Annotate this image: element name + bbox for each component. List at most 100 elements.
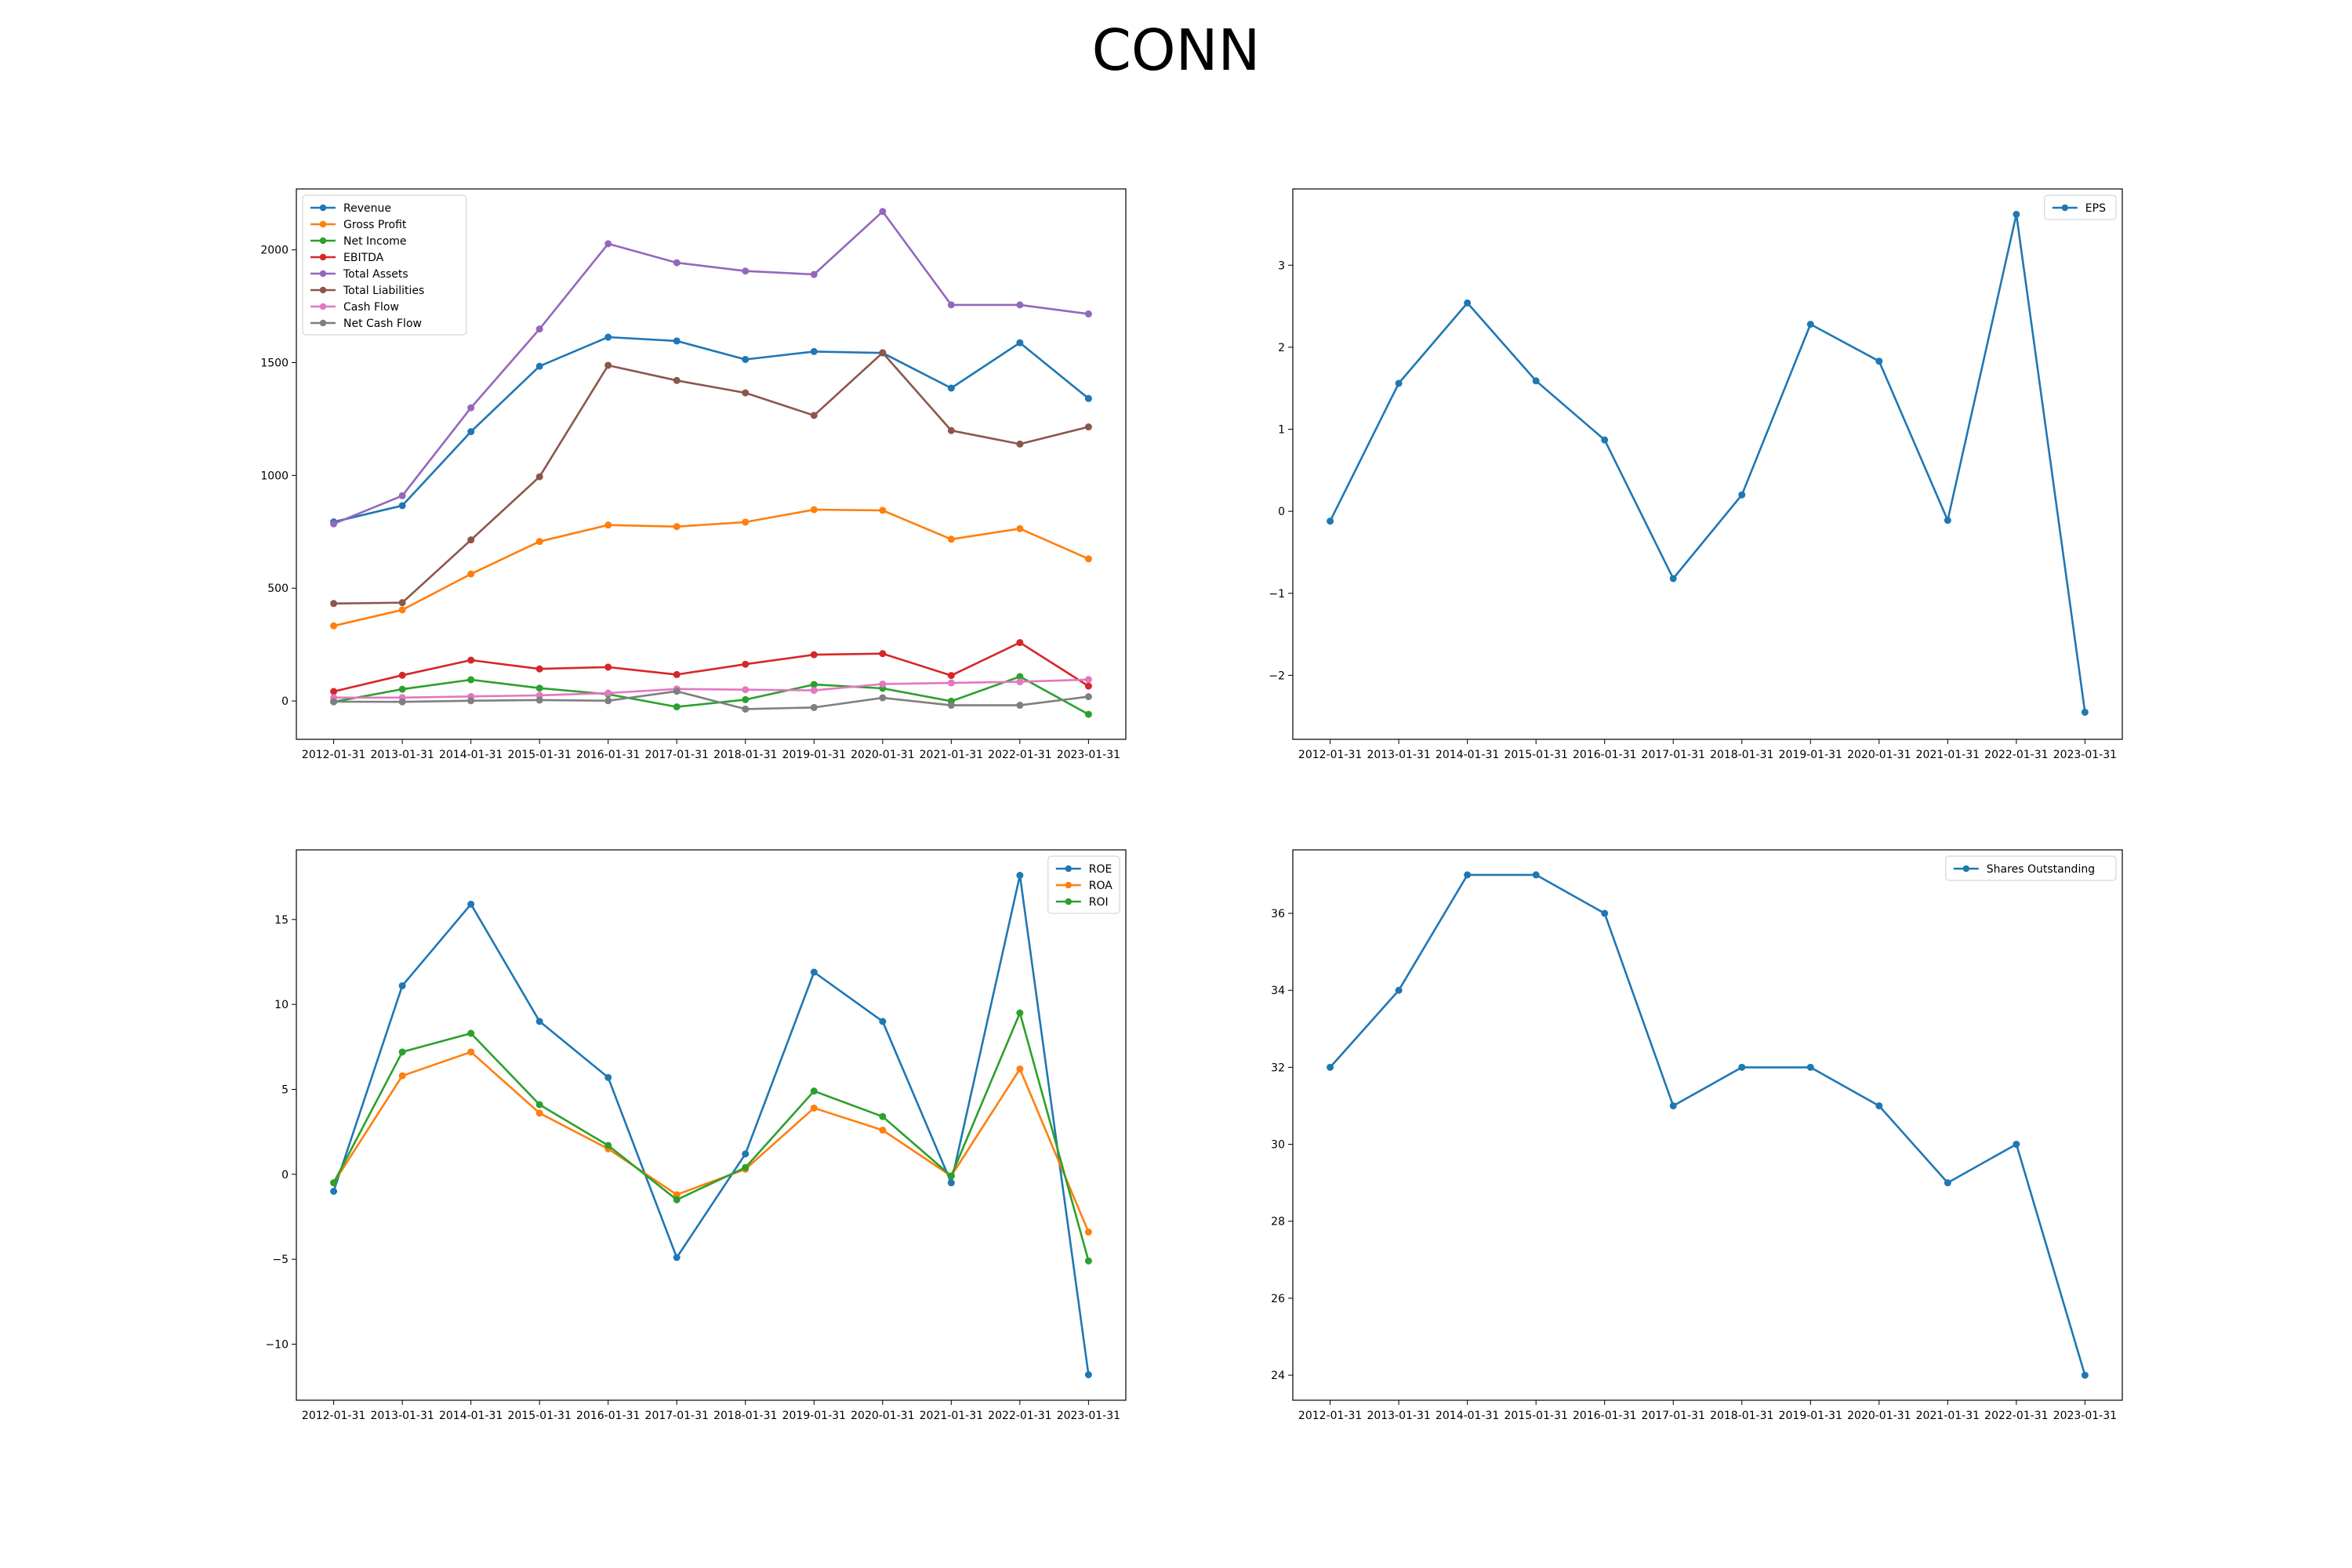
x-tick-label: 2018-01-31 xyxy=(713,1410,777,1422)
y-tick-label: −1 xyxy=(1269,588,1285,601)
roa-point xyxy=(879,1127,887,1134)
legend-label-total-liabilities: Total Liabilities xyxy=(343,285,424,297)
net-cash-flow-point xyxy=(535,696,543,704)
legend-box xyxy=(1945,855,2117,881)
revenue-point xyxy=(398,502,406,510)
eps-point xyxy=(1464,299,1472,307)
gross-profit-point xyxy=(810,506,818,514)
x-tick-label: 2022-01-31 xyxy=(988,749,1051,761)
x-tick-label: 2015-01-31 xyxy=(1504,1410,1567,1422)
total-liabilities-point xyxy=(1084,423,1092,431)
cash-flow-point xyxy=(810,687,818,695)
ebitda-point xyxy=(1016,639,1024,647)
roe-line xyxy=(332,874,1090,1375)
legend-label-total-assets: Total Assets xyxy=(343,268,408,281)
roa-point xyxy=(673,1191,681,1199)
y-tick-label: −5 xyxy=(272,1254,289,1266)
legend-marker-net-income xyxy=(319,237,327,245)
x-tick-label: 2020-01-31 xyxy=(851,749,914,761)
eps-line xyxy=(1329,213,2086,713)
y-tick-label: 1500 xyxy=(260,358,289,370)
x-tick-label: 2019-01-31 xyxy=(1779,749,1842,761)
shares-outstanding-point xyxy=(1875,1102,1883,1109)
cash-flow-point xyxy=(947,679,955,687)
roi-point xyxy=(810,1087,818,1095)
ebitda-point xyxy=(673,670,681,678)
total-assets-point xyxy=(604,240,612,248)
y-tick-label: 2 xyxy=(1278,342,1285,354)
legend-marker-total-assets xyxy=(319,270,327,278)
x-tick-label: 2014-01-31 xyxy=(1436,1410,1499,1422)
roe-point xyxy=(879,1018,887,1025)
shares-outstanding-point xyxy=(1395,986,1403,994)
total-liabilities-point xyxy=(1016,440,1024,448)
total-liabilities-point xyxy=(330,600,338,608)
roe-point xyxy=(742,1150,750,1158)
x-tick-label: 2012-01-31 xyxy=(302,749,365,761)
net-cash-flow-point xyxy=(742,705,750,713)
financials-chart: 2012-01-31 2013-01-31 2014-01-31 2015-01-31… xyxy=(260,188,1127,761)
ebitda-point xyxy=(398,671,406,679)
net-cash-flow-point xyxy=(810,703,818,711)
x-tick-label: 2015-01-31 xyxy=(507,1410,571,1422)
x-tick-label: 2014-01-31 xyxy=(439,749,503,761)
y-tick-label: 34 xyxy=(1271,985,1285,997)
roe-point xyxy=(947,1179,955,1187)
gross-profit-point xyxy=(879,506,887,514)
x-tick-label: 2012-01-31 xyxy=(1298,1410,1362,1422)
ebitda-point xyxy=(604,663,612,671)
legend-marker-roi xyxy=(1065,898,1073,906)
x-tick-label: 2020-01-31 xyxy=(1847,749,1911,761)
roi-point xyxy=(947,1172,955,1180)
net-income-point xyxy=(810,681,818,688)
total-liabilities-point xyxy=(947,426,955,434)
net-income-point xyxy=(398,685,406,693)
roa-point xyxy=(1084,1229,1092,1236)
net-income-point xyxy=(535,684,543,692)
roe-point xyxy=(673,1254,681,1261)
eps-point xyxy=(1738,491,1746,499)
x-tick-label: 2016-01-31 xyxy=(1573,1410,1636,1422)
net-cash-flow-point xyxy=(330,698,338,706)
x-tick-label: 2018-01-31 xyxy=(1710,749,1773,761)
net-cash-flow-point xyxy=(604,697,612,705)
y-tick-label: 5 xyxy=(281,1084,289,1097)
roi-point xyxy=(398,1048,406,1056)
ebitda-line xyxy=(333,641,1090,693)
total-assets-point xyxy=(742,267,750,275)
legend-marker-net-cash-flow xyxy=(319,319,327,327)
returns-chart: 2012-01-31 2013-01-31 2014-01-31 2015-01-31… xyxy=(265,849,1127,1422)
y-tick-label: 500 xyxy=(267,583,289,595)
net-income-point xyxy=(1084,710,1092,718)
y-tick-label: −2 xyxy=(1269,670,1285,682)
eps-point xyxy=(1944,517,1951,524)
revenue-point xyxy=(742,356,750,364)
roi-point xyxy=(1084,1257,1092,1265)
legend-marker-eps xyxy=(2061,204,2068,212)
cash-flow-line xyxy=(333,678,1089,699)
gross-profit-point xyxy=(330,622,338,630)
legend-label-shares-outstanding: Shares Outstanding xyxy=(1987,863,2095,876)
legend-label-cash-flow: Cash Flow xyxy=(343,301,399,314)
total-assets-point xyxy=(879,208,887,216)
ebitda-point xyxy=(810,651,818,659)
legend-marker-shares-outstanding xyxy=(1962,865,1969,873)
eps-point xyxy=(1532,377,1540,385)
net-cash-flow-point xyxy=(673,688,681,695)
ebitda-point xyxy=(467,656,475,664)
ebitda-point xyxy=(330,688,338,695)
y-tick-label: 0 xyxy=(281,695,289,708)
roe-point xyxy=(810,968,818,976)
revenue-point xyxy=(604,333,612,341)
axes-frame xyxy=(1292,188,2123,740)
shares-outstanding-point xyxy=(1669,1102,1677,1109)
total-assets-point xyxy=(330,520,338,528)
shares-outstanding-point xyxy=(1944,1179,1951,1187)
roe-point xyxy=(1016,872,1024,879)
x-tick-label: 2016-01-31 xyxy=(1573,749,1636,761)
total-liabilities-point xyxy=(810,412,818,419)
ebitda-point xyxy=(742,660,750,668)
total-assets-point xyxy=(1016,301,1024,309)
total-liabilities-point xyxy=(535,473,543,481)
legend-label-net-cash-flow: Net Cash Flow xyxy=(343,318,422,330)
